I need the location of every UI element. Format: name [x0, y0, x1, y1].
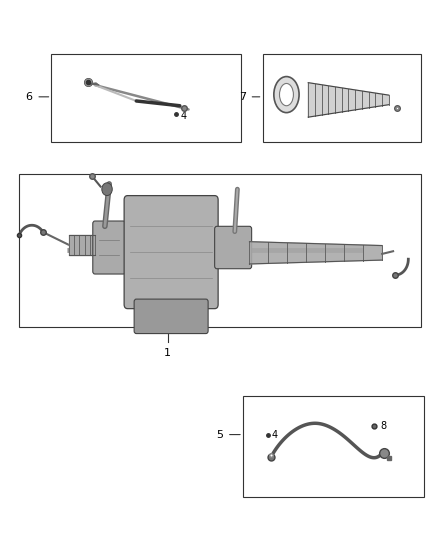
Bar	[262, 54, 421, 142]
FancyBboxPatch shape	[93, 221, 125, 274]
Polygon shape	[69, 235, 95, 255]
Text: 6: 6	[26, 92, 33, 102]
FancyBboxPatch shape	[134, 299, 208, 334]
Text: 8: 8	[380, 421, 386, 431]
Text: 1: 1	[164, 348, 171, 358]
Polygon shape	[250, 241, 382, 264]
Circle shape	[102, 183, 112, 196]
Text: 4: 4	[271, 430, 277, 440]
Text: 7: 7	[239, 92, 246, 102]
Ellipse shape	[279, 84, 293, 106]
Ellipse shape	[274, 77, 299, 112]
Text: 5: 5	[216, 430, 223, 440]
Text: 4: 4	[181, 111, 187, 121]
Bar	[19, 174, 421, 327]
FancyBboxPatch shape	[215, 227, 252, 269]
Polygon shape	[308, 83, 389, 117]
Bar	[51, 54, 241, 142]
Bar	[243, 397, 424, 497]
FancyBboxPatch shape	[124, 196, 218, 309]
